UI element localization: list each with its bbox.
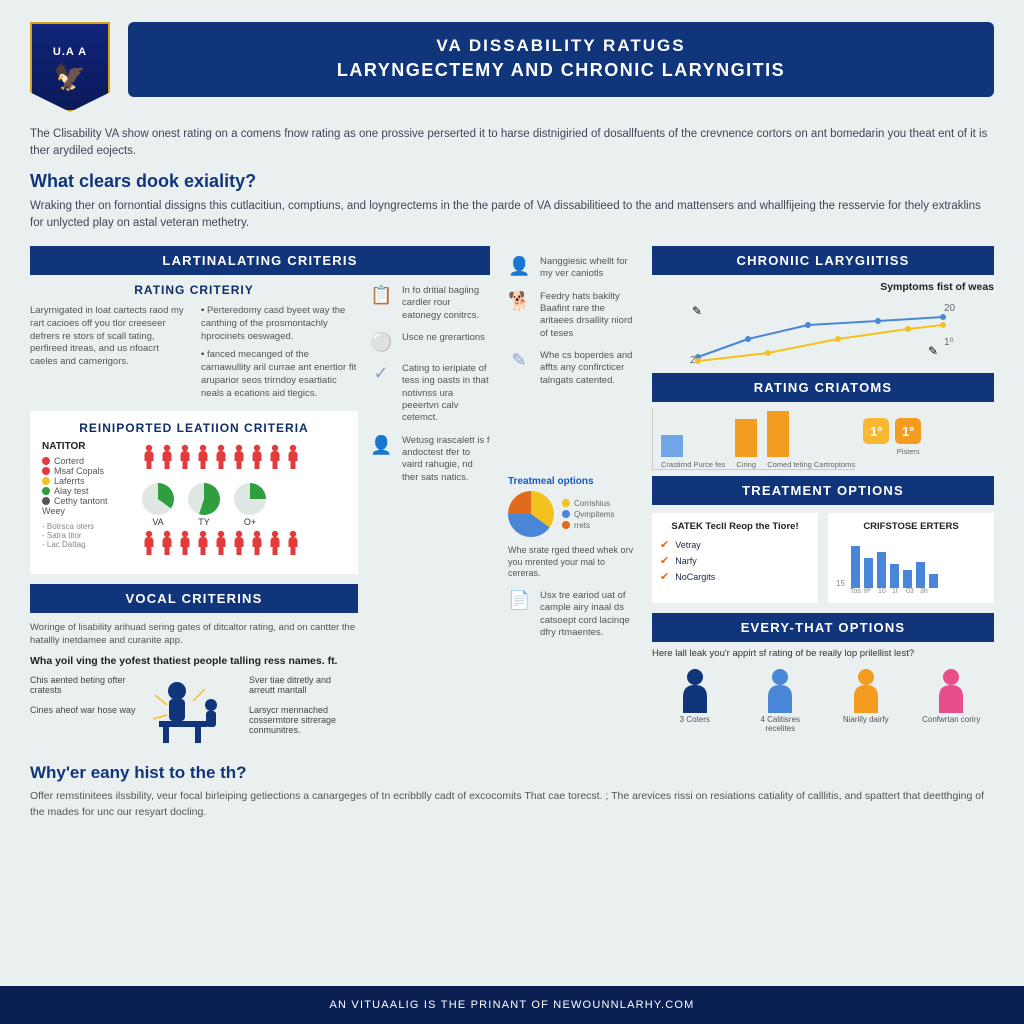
vocal-item-3: Larsycr mennached cossermtore sitrerage … xyxy=(249,705,358,735)
person-icon xyxy=(214,530,228,561)
people-option: Confwrtan coriry xyxy=(921,667,981,733)
vocal-item-2: Sver tiae ditretly and arreutt mantall xyxy=(249,675,358,695)
desk-person-icon xyxy=(149,675,239,747)
mini-pie: VA xyxy=(142,483,174,527)
person-icon xyxy=(196,530,210,561)
rating-bullet-2: fanced mecanged of the carnawullity aril… xyxy=(201,349,358,400)
agency-seal: U.A A 🦅 xyxy=(30,22,110,112)
pie-chart-icon xyxy=(508,491,554,537)
people-card: REINIPORTED LEATIION CRITERIA NATITOR Co… xyxy=(30,411,358,574)
question-heading: What clears dook exiality? xyxy=(30,171,994,192)
svg-text:✎: ✎ xyxy=(692,304,702,318)
person-icon xyxy=(178,530,192,561)
rating-bullet-1: Perteredomy casd byeet way the canthing … xyxy=(201,305,358,343)
bar: Comed teting Cartroptoms xyxy=(767,411,855,469)
footer: AN VITUAALIG IS THE PRINANT OF NEWOUNNLA… xyxy=(0,986,1024,1024)
mid-treat-title: Treatmeal options xyxy=(508,476,638,487)
person-icon xyxy=(160,444,174,475)
mini-pie: O+ xyxy=(234,483,266,527)
person-icon xyxy=(178,444,192,475)
intro-text: The Clisability VA show onest rating on … xyxy=(30,126,994,161)
person-icon xyxy=(250,444,264,475)
right-band: CHRONIIC LARYGIITISS xyxy=(652,246,994,275)
person-icon xyxy=(286,530,300,561)
symptoms-title: Symptoms fist of weas xyxy=(652,281,994,293)
mini-bar-chart xyxy=(851,538,938,588)
treat-right-title: CRIFSTOSE ERTERS xyxy=(836,521,986,532)
person-icon xyxy=(232,530,246,561)
bar-chart: Crastirnd Purce fes Ciring Comed teting Ca… xyxy=(652,408,855,470)
title-bar: VA DISSABILITY RATUGS LARYNGECTEMY AND C… xyxy=(128,22,994,97)
legend-item: Alay test xyxy=(42,486,132,496)
treatment-band: TREATMENT OPTIONS xyxy=(652,476,994,505)
legend-item: Cethy tantont Weey xyxy=(42,496,132,516)
legend-item: Msaf Copals xyxy=(42,466,132,476)
line-chart: 2⁰201⁰✎✎ xyxy=(652,299,994,369)
rating-square: 1° xyxy=(863,418,889,456)
svg-text:20: 20 xyxy=(944,303,956,314)
mid-treat-text: Whe srate rged theed whek orv you mrente… xyxy=(508,545,638,580)
checklist-item: ✔Vetray xyxy=(660,538,810,551)
every-question: Here lall leak you'r appirt sf rating of… xyxy=(652,648,994,659)
legend-item: Corterd xyxy=(42,456,132,466)
person-icon xyxy=(160,530,174,561)
person-icon xyxy=(142,444,156,475)
icon-list-item: 📄Usx tre eariod uat of cample airy inaal… xyxy=(508,590,638,639)
person-icon xyxy=(250,530,264,561)
vocal-question: Wha yoil ving the yofest thatiest people… xyxy=(30,655,358,667)
person-icon xyxy=(142,530,156,561)
person-icon xyxy=(196,444,210,475)
mid2-icon-list: 👤Nanggiesic whellt for my ver caniotls 🐕F… xyxy=(508,246,638,470)
person-icon xyxy=(214,444,228,475)
person-icon xyxy=(268,530,282,561)
icon-list-item: ✎Whe cs boperdes and affts any confircti… xyxy=(508,350,638,387)
person-icon xyxy=(268,444,282,475)
eagle-icon: 🦅 xyxy=(54,62,86,93)
icon-list-item: 🐕Feedry hats bakilty Baafint rare the ar… xyxy=(508,291,638,340)
svg-text:✎: ✎ xyxy=(928,344,938,358)
every-band: EVERY-THAT OPTIONS xyxy=(652,613,994,642)
legend-item: Laferrts xyxy=(42,476,132,486)
icon-list-item: 👤Nanggiesic whellt for my ver caniotls xyxy=(508,256,638,281)
rating-square: 1°Pisters xyxy=(895,418,921,456)
person-icon xyxy=(286,444,300,475)
people-options: 3 Coters 4 Calitisres recelites Niarilly d… xyxy=(652,667,994,733)
why-body: Offer remstinitees ilssbility, veur foca… xyxy=(30,789,994,821)
icon-list-item: 👤Wetusg irascalett is f andoctest tfer t… xyxy=(370,435,490,484)
vocal-text: Woringe of lisability arihuad sering gat… xyxy=(30,621,358,648)
people-card-title: REINIPORTED LEATIION CRITERIA xyxy=(42,421,346,435)
icon-list-item: ✓Cating to ieripiate of tess ing oasts i… xyxy=(370,363,490,425)
treat-card-right: CRIFSTOSE ERTERS 15 TostP101f033h xyxy=(828,513,994,603)
bar: Crastirnd Purce fes xyxy=(661,435,725,469)
seal-initials: U.A A xyxy=(53,46,87,58)
vocal-band: VOCAL CRITERINS xyxy=(30,584,358,613)
svg-text:1⁰: 1⁰ xyxy=(944,337,954,348)
mini-pie: TY xyxy=(188,483,220,527)
legend-title: NATITOR xyxy=(42,441,132,452)
left-band: LARTINALATING CRITERIS xyxy=(30,246,490,275)
rating-subhead: RATING CRITERIY xyxy=(30,283,358,297)
icon-list-item: 📋In fo dritial bagiing cardler rour eato… xyxy=(370,285,490,322)
person-icon xyxy=(232,444,246,475)
vocal-item-0: Chis aented beting ofter cratests xyxy=(30,675,139,695)
people-option: 3 Coters xyxy=(665,667,725,733)
rating-band: RATING CRIATOMS xyxy=(652,373,994,402)
title-line-1: VA DISSABILITY RATUGS xyxy=(152,36,970,56)
rating-col1: Laryrnigated in loat cartects raod my ra… xyxy=(30,305,187,401)
why-heading: Why'er eany hist to the th? xyxy=(30,763,994,783)
treat-left-title: SATEK Tecll Reop the Tiore! xyxy=(660,521,810,532)
people-option: Niarilly dairfy xyxy=(836,667,896,733)
title-line-2: LARYNGECTEMY AND CHRONIC LARYNGITIS xyxy=(152,60,970,81)
question-body: Wraking ther on fornontial dissigns this… xyxy=(30,198,994,233)
people-option: 4 Calitisres recelites xyxy=(750,667,810,733)
vocal-item-1: Cines aheof war hose way xyxy=(30,705,139,715)
icon-list-item: ⚪Usce ne grerartions xyxy=(370,332,490,353)
treat-card-left: SATEK Tecll Reop the Tiore! ✔Vetray ✔Narf… xyxy=(652,513,818,603)
checklist-item: ✔NoCargits xyxy=(660,570,810,583)
mid-icon-list: 📋In fo dritial bagiing cardler rour eato… xyxy=(370,275,490,747)
checklist-item: ✔Narfy xyxy=(660,554,810,567)
bar: Ciring xyxy=(735,419,757,469)
